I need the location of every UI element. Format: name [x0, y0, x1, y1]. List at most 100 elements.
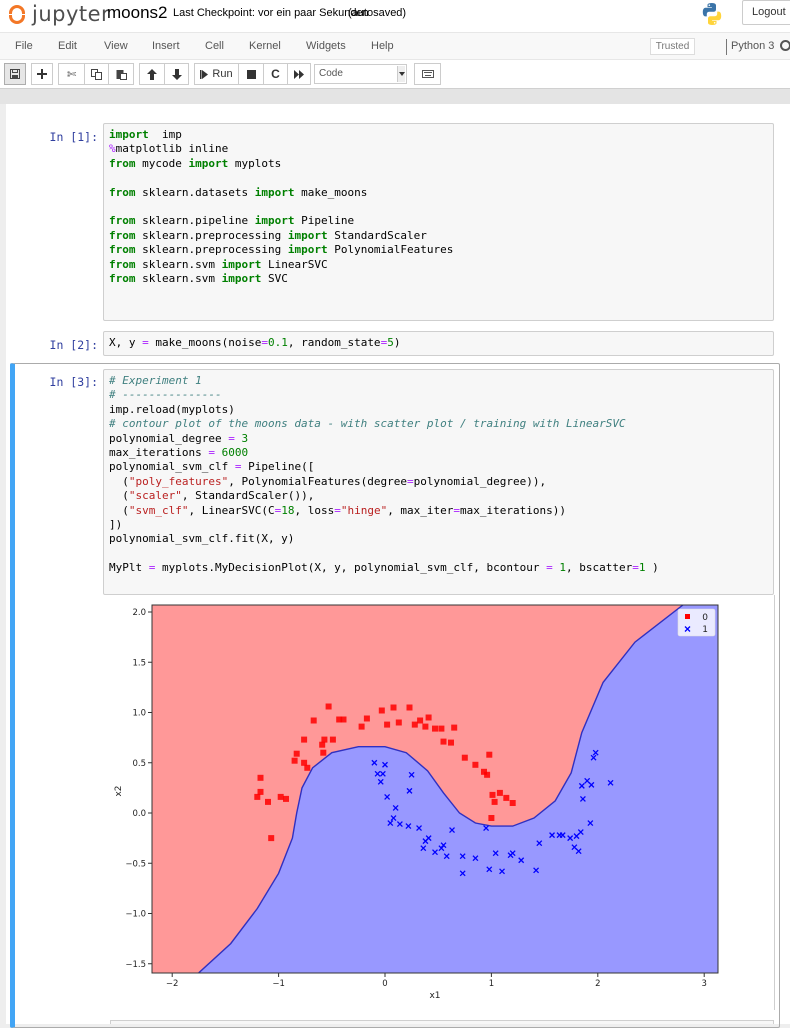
notebook-top-gutter — [0, 88, 790, 104]
y-axis-ticks: 2.0 1.5 1.0 0.5 0.0 −0.5 −1.0 −1.5 — [125, 608, 152, 970]
code-line — [109, 547, 768, 561]
class-0-point — [491, 798, 498, 805]
code-line: ("scaler", StandardScaler()), — [109, 489, 315, 503]
keyboard-icon — [421, 70, 434, 78]
class-0-point — [448, 739, 454, 746]
legend-label-1: 1 — [702, 625, 708, 635]
code-line: import imp — [109, 128, 182, 141]
class-1-point — [567, 835, 574, 842]
save-button[interactable] — [4, 63, 26, 85]
class-0-point — [358, 723, 365, 730]
cut-button[interactable]: ✄ — [58, 63, 85, 85]
class-0-point — [257, 774, 264, 781]
menu-edit[interactable]: Edit — [58, 40, 77, 52]
class-1-point — [684, 626, 691, 632]
class-1-point — [420, 845, 427, 852]
class-0-point — [438, 725, 445, 732]
menu-kernel[interactable]: Kernel — [249, 40, 281, 52]
class-1-point — [518, 857, 525, 864]
logo-text: jupyter — [32, 2, 111, 26]
decision-boundary-plot: −2 −1 0 1 2 3 2.01.51.00.50.0−0.5−1.0−1.5 x1 … — [114, 604, 719, 1001]
class-0-point — [329, 736, 336, 743]
menu-cell[interactable]: Cell — [205, 40, 224, 52]
code-cell-1[interactable]: In [1]: import imp %matplotlib inline from… — [10, 120, 780, 323]
class-0-point — [384, 721, 391, 728]
menu-view[interactable]: View — [104, 40, 128, 52]
menu-file[interactable]: File — [15, 40, 33, 52]
class-0-point — [390, 704, 397, 711]
code-cell-3-selected[interactable]: In [3]: # Experiment 1 # --------------- i… — [10, 363, 780, 1028]
restart-run-all-button[interactable] — [287, 63, 311, 85]
legend-x-marker-icon — [684, 626, 691, 632]
code-editor[interactable]: import imp %matplotlib inline from mycode … — [103, 123, 774, 321]
code-line — [109, 575, 768, 589]
chevron-down-icon — [397, 66, 405, 82]
y-tick-label: 0.0 — [132, 809, 146, 819]
logout-button[interactable]: Logout — [742, 0, 790, 25]
code-line: polynomial_svm_clf = Pipeline([ — [109, 460, 315, 474]
code-line: from mycode import myplots — [109, 156, 282, 170]
code-line: # contour plot of the moons data - with … — [109, 417, 626, 431]
code-line: from sklearn.preprocessing import Standa… — [109, 228, 427, 242]
input-prompt: In [3]: — [49, 375, 98, 389]
paste-button[interactable] — [108, 63, 134, 85]
class-0-point — [291, 757, 298, 764]
class-0-point — [283, 795, 289, 802]
code-cell-2[interactable]: In [2]: X, y = make_moons(noise=0.1, ran… — [10, 327, 780, 359]
code-line: MyPlt = myplots.MyDecisionPlot(X, y, pol… — [109, 561, 659, 575]
class-1-point — [406, 787, 413, 794]
trusted-indicator[interactable]: Trusted — [650, 38, 695, 55]
class-1-point — [509, 850, 516, 857]
code-line — [109, 200, 768, 214]
class-1-point — [379, 770, 386, 777]
class-1-region — [198, 605, 718, 973]
plot-area — [152, 605, 718, 973]
class-0-point — [503, 794, 510, 801]
class-0-point — [451, 724, 458, 731]
code-editor[interactable]: # Experiment 1 # --------------- imp.reloa… — [103, 369, 774, 595]
class-0-point — [319, 741, 326, 748]
x-tick-label: 1 — [489, 979, 494, 989]
class-1-points — [371, 749, 614, 877]
arrow-down-icon — [171, 68, 182, 80]
class-1-point — [382, 761, 388, 768]
plus-icon — [37, 69, 47, 79]
command-palette-button[interactable] — [414, 63, 441, 85]
menu-help[interactable]: Help — [371, 40, 394, 52]
class-1-point — [449, 827, 455, 834]
legend: 0 1 — [677, 608, 716, 637]
paste-icon — [116, 69, 127, 80]
class-1-point — [432, 849, 438, 856]
class-1-point — [533, 867, 540, 874]
menu-widgets[interactable]: Widgets — [306, 40, 346, 52]
jupyter-logo[interactable]: jupyter — [8, 2, 110, 26]
class-0-point — [496, 789, 503, 796]
run-button[interactable]: Run — [194, 63, 239, 85]
y-tick-label: 0.5 — [132, 759, 146, 769]
class-1-point — [492, 850, 499, 857]
run-label: Run — [212, 68, 233, 80]
class-1-point — [425, 835, 432, 842]
cell-type-select[interactable]: Code — [314, 64, 407, 84]
notebook-name[interactable]: moons2 — [107, 3, 168, 22]
x-tick-label: 0 — [382, 979, 387, 989]
header: jupyter moons2 Last Checkpoint: vor ein … — [0, 0, 790, 88]
class-1-point — [579, 795, 586, 802]
copy-button[interactable] — [84, 63, 109, 85]
move-up-button[interactable] — [139, 63, 165, 85]
menu-insert[interactable]: Insert — [152, 40, 180, 52]
legend-label-0: 0 — [702, 613, 708, 623]
code-editor[interactable]: X, y = make_moons(noise=0.1, random_stat… — [103, 331, 774, 356]
class-0-point — [395, 719, 402, 726]
interrupt-button[interactable] — [238, 63, 264, 85]
move-down-button[interactable] — [164, 63, 189, 85]
divider — [774, 595, 775, 1010]
code-line: from sklearn.svm import LinearSVC — [109, 257, 328, 271]
x-tick-label: −2 — [166, 979, 179, 989]
scissors-icon: ✄ — [66, 68, 77, 81]
insert-cell-button[interactable] — [31, 63, 53, 85]
y-tick-label: 1.5 — [132, 658, 146, 668]
restart-button[interactable]: C — [263, 63, 288, 85]
class-1-point — [387, 820, 394, 827]
y-tick-label: 2.0 — [132, 608, 146, 618]
